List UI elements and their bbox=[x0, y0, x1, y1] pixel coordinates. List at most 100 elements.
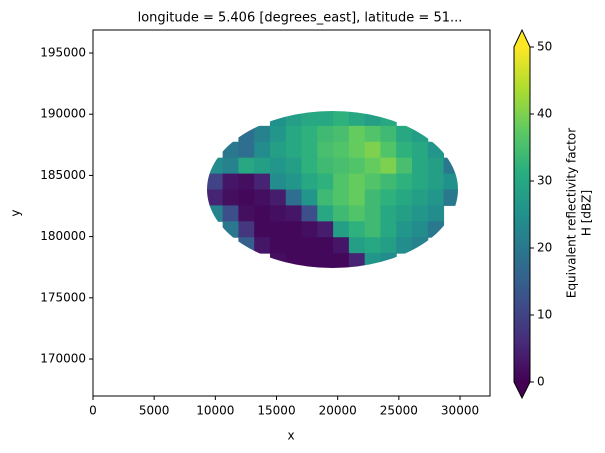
heatmap-cell bbox=[238, 173, 255, 190]
heatmap-cell bbox=[207, 173, 224, 190]
colorbar-extend-max bbox=[514, 30, 530, 47]
heatmap-cell bbox=[207, 189, 224, 206]
heatmap-cell bbox=[396, 221, 413, 238]
heatmap-cell bbox=[333, 189, 350, 206]
heatmap-cell bbox=[238, 237, 255, 254]
heatmap-cell bbox=[427, 141, 445, 159]
heatmap-cell bbox=[380, 221, 397, 238]
heatmap-cell bbox=[222, 173, 239, 190]
heatmap-cell bbox=[269, 189, 287, 206]
heatmap-cell bbox=[301, 125, 318, 143]
heatmap-cell bbox=[364, 157, 381, 175]
heatmap-cell bbox=[222, 141, 239, 159]
heatmap-cell bbox=[238, 157, 255, 175]
heatmap-cell bbox=[427, 157, 445, 175]
axes-frame bbox=[92, 29, 491, 397]
heatmap-cell bbox=[412, 189, 429, 206]
heatmap-cell bbox=[348, 157, 366, 175]
heatmap-cell bbox=[254, 125, 271, 143]
heatmap-cell bbox=[222, 189, 239, 206]
heatmap-cell bbox=[348, 189, 366, 206]
colorbar-label: Equivalent reflectivity factor bbox=[565, 128, 579, 298]
heatmap-cell bbox=[317, 189, 334, 206]
heatmap-cell bbox=[443, 173, 458, 190]
heatmap-cell bbox=[348, 111, 366, 127]
heatmap-cell bbox=[427, 189, 445, 206]
heatmap-cell bbox=[301, 141, 318, 159]
heatmap-cell bbox=[301, 205, 318, 222]
colorbar-tick-label: 20 bbox=[537, 241, 552, 255]
heatmap-cell bbox=[269, 141, 287, 159]
x-tick-label: 10000 bbox=[196, 404, 234, 418]
heatmap-cell bbox=[317, 221, 334, 238]
y-tick-label: 175000 bbox=[40, 290, 86, 304]
heatmap-cell bbox=[427, 221, 445, 238]
heatmap-cell bbox=[412, 205, 429, 222]
heatmap-cell bbox=[364, 141, 381, 159]
heatmap-cell bbox=[254, 173, 271, 190]
heatmap-cell bbox=[333, 157, 350, 175]
heatmap-cell bbox=[348, 141, 366, 159]
heatmap-cell bbox=[427, 173, 445, 190]
heatmap-cell bbox=[364, 189, 381, 206]
heatmap-cell bbox=[285, 157, 303, 175]
heatmap-cell bbox=[412, 125, 429, 143]
heatmap-cell bbox=[254, 205, 271, 222]
heatmap-cell bbox=[254, 221, 271, 238]
heatmap-cell bbox=[317, 111, 334, 127]
heatmap-cell bbox=[380, 157, 397, 175]
heatmap-cell bbox=[254, 189, 271, 206]
heatmap-cell bbox=[285, 205, 303, 222]
heatmap-cell bbox=[396, 189, 413, 206]
heatmap-cell bbox=[301, 189, 318, 206]
heatmap-cell bbox=[269, 111, 287, 127]
heatmap-cell bbox=[396, 141, 413, 159]
colorbar bbox=[514, 47, 530, 382]
heatmap-cell bbox=[364, 111, 381, 127]
colorbar-tick-label: 0 bbox=[537, 375, 545, 389]
x-tick-label: 30000 bbox=[441, 404, 479, 418]
heatmap-cell bbox=[238, 141, 255, 159]
heatmap-cell bbox=[380, 111, 397, 127]
colorbar-tick-label: 10 bbox=[537, 308, 552, 322]
heatmap-cell bbox=[269, 253, 287, 268]
heatmap-cell bbox=[333, 221, 350, 238]
heatmap-cell bbox=[412, 237, 429, 254]
heatmap-cell bbox=[285, 141, 303, 159]
heatmap-cell bbox=[269, 237, 287, 254]
heatmap-cell bbox=[348, 253, 366, 268]
heatmap-cell bbox=[348, 237, 366, 254]
colorbar-tick-label: 40 bbox=[537, 107, 552, 121]
heatmap-cell bbox=[333, 141, 350, 159]
heatmap-cell bbox=[364, 173, 381, 190]
heatmap-cell bbox=[364, 237, 381, 254]
heatmap-cell bbox=[285, 125, 303, 143]
heatmap-cell bbox=[285, 253, 303, 268]
heatmap-cell bbox=[317, 157, 334, 175]
heatmap-cell bbox=[364, 253, 381, 268]
heatmap-cell bbox=[348, 173, 366, 190]
heatmap-cell bbox=[333, 125, 350, 143]
heatmap-cell bbox=[380, 205, 397, 222]
heatmap-cell bbox=[285, 173, 303, 190]
heatmap-cell bbox=[412, 157, 429, 175]
heatmap-cell bbox=[317, 141, 334, 159]
heatmap-cell bbox=[380, 253, 397, 268]
heatmap-cell bbox=[254, 157, 271, 175]
heatmap-cell bbox=[222, 157, 239, 175]
heatmap-cell bbox=[380, 237, 397, 254]
heatmap-cell bbox=[396, 125, 413, 143]
x-tick-label: 15000 bbox=[257, 404, 295, 418]
heatmap-cell bbox=[380, 173, 397, 190]
heatmap-cell bbox=[238, 221, 255, 238]
heatmap-cell bbox=[285, 189, 303, 206]
heatmap-cell bbox=[269, 157, 287, 175]
heatmap-cell bbox=[333, 237, 350, 254]
chart-title: longitude = 5.406 [degrees_east], latitu… bbox=[138, 11, 463, 26]
y-tick-label: 180000 bbox=[40, 229, 86, 243]
heatmap-cell bbox=[222, 221, 239, 238]
heatmap-cell bbox=[269, 205, 287, 222]
heatmap-cell bbox=[380, 141, 397, 159]
heatmap-cell bbox=[364, 125, 381, 143]
